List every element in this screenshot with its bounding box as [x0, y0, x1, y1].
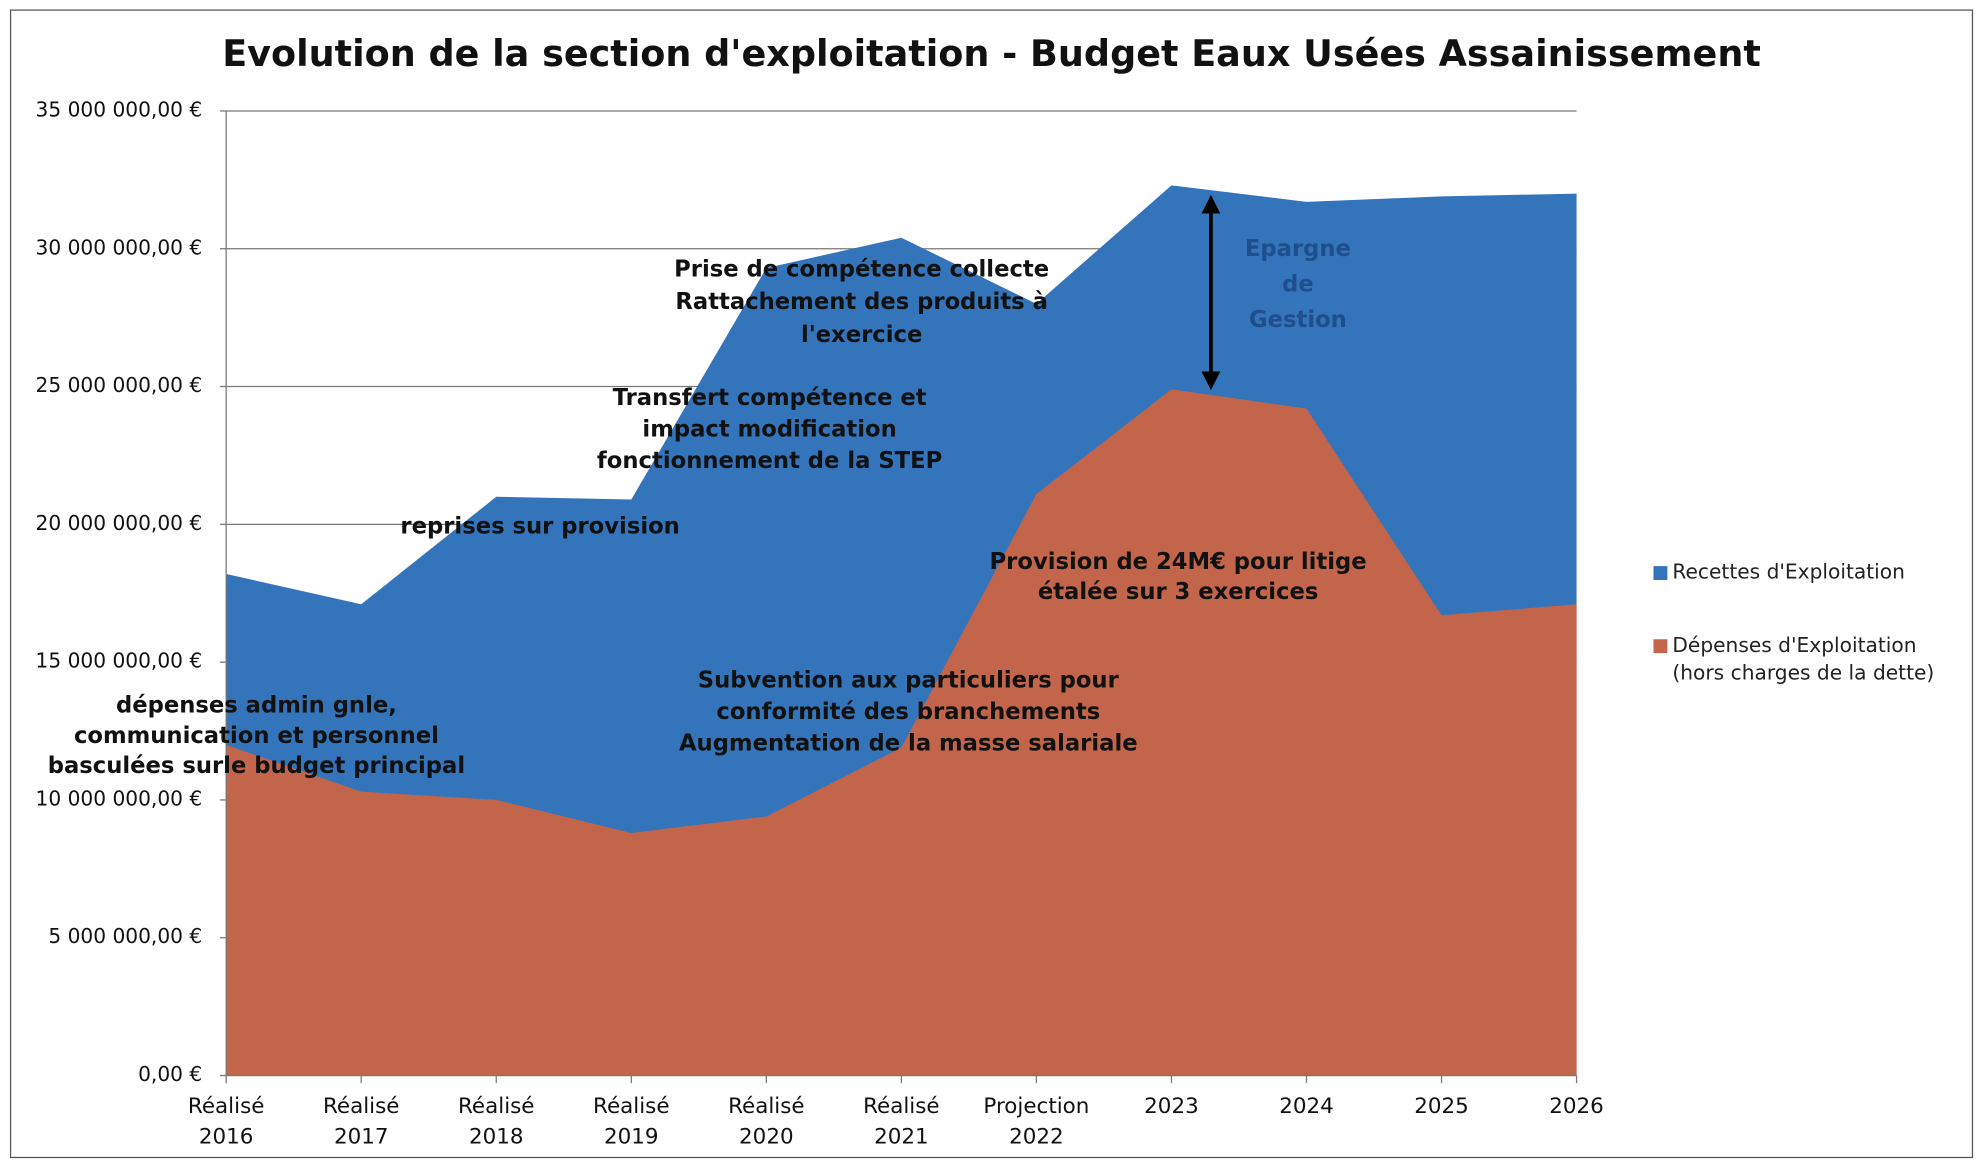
x-tick-label: Réalisé — [458, 1094, 534, 1119]
y-tick-label: 15 000 000,00 € — [36, 649, 203, 673]
x-tick-label: 2025 — [1414, 1094, 1469, 1119]
annotation: Gestion — [1249, 307, 1347, 333]
annotation: basculées surle budget principal — [48, 753, 465, 779]
legend-label: Recettes d'Exploitation — [1672, 559, 1905, 584]
legend-entry: Dépenses d'Exploitation (hors charges de… — [1672, 632, 1935, 685]
annotation: Rattachement des produits à — [675, 289, 1047, 315]
annotation: Provision de 24M€ pour litige — [990, 549, 1367, 575]
x-tick-label: Projection — [983, 1094, 1089, 1119]
x-tick-label: 2021 — [874, 1124, 929, 1149]
x-tick-label: Réalisé — [188, 1094, 264, 1119]
x-tick-label: Réalisé — [728, 1094, 804, 1119]
x-tick-label: 2018 — [469, 1124, 524, 1149]
annotation: reprises sur provision — [400, 514, 679, 540]
x-tick-label: 2026 — [1549, 1094, 1604, 1119]
x-tick-label: 2017 — [334, 1124, 389, 1149]
x-tick-label: 2024 — [1279, 1094, 1334, 1119]
y-tick-label: 25 000 000,00 € — [36, 373, 203, 397]
annotation: conformité des branchements — [716, 699, 1100, 725]
area — [226, 389, 1577, 1076]
x-tick-label: Réalisé — [593, 1094, 669, 1119]
y-tick-label: 20 000 000,00 € — [36, 511, 203, 535]
y-tick-label: 35 000 000,00 € — [36, 97, 203, 121]
annotation: Augmentation de la masse salariale — [679, 730, 1138, 756]
plot-area: 0,00 € 5 000 000,00 € 10 000 000,00 € 15 00… — [36, 97, 1604, 1149]
x-tick-label: Réalisé — [323, 1094, 399, 1119]
annotation: Transfert compétence et — [613, 385, 927, 411]
x-tick-label: 2019 — [604, 1124, 659, 1149]
annotation: de — [1282, 271, 1314, 297]
x-tick-label: 2022 — [1009, 1124, 1064, 1149]
annotation: communication et personnel — [74, 723, 439, 749]
annotation: fonctionnement de la STEP — [597, 448, 942, 474]
annotation: l'exercice — [801, 322, 922, 348]
chart-title: Evolution de la section d'exploitation -… — [222, 32, 1761, 75]
y-tick-label: 0,00 € — [138, 1062, 202, 1086]
annotation: Epargne — [1245, 236, 1351, 262]
y-tick-label: 30 000 000,00 € — [36, 235, 203, 259]
x-tick-label: 2023 — [1144, 1094, 1199, 1119]
x-tick-label: Réalisé — [863, 1094, 939, 1119]
legend-label: Dépenses d'Exploitation (hors charges de… — [1672, 632, 1935, 685]
annotation: dépenses admin gnle, — [116, 693, 397, 719]
annotation: étalée sur 3 exercices — [1038, 579, 1319, 605]
legend-swatch — [1653, 566, 1668, 580]
y-tick-label: 10 000 000,00 € — [36, 786, 203, 810]
annotation: impact modification — [642, 416, 896, 442]
x-tick-label: 2020 — [739, 1124, 794, 1149]
legend-entry: Recettes d'Exploitation — [1672, 559, 1905, 584]
legend-swatch — [1653, 639, 1668, 654]
y-tick-label: 5 000 000,00 € — [48, 924, 202, 948]
x-tick-label: 2016 — [199, 1124, 254, 1149]
annotation: Prise de compétence collecte — [674, 256, 1049, 282]
annotation: Subvention aux particuliers pour — [698, 667, 1120, 693]
